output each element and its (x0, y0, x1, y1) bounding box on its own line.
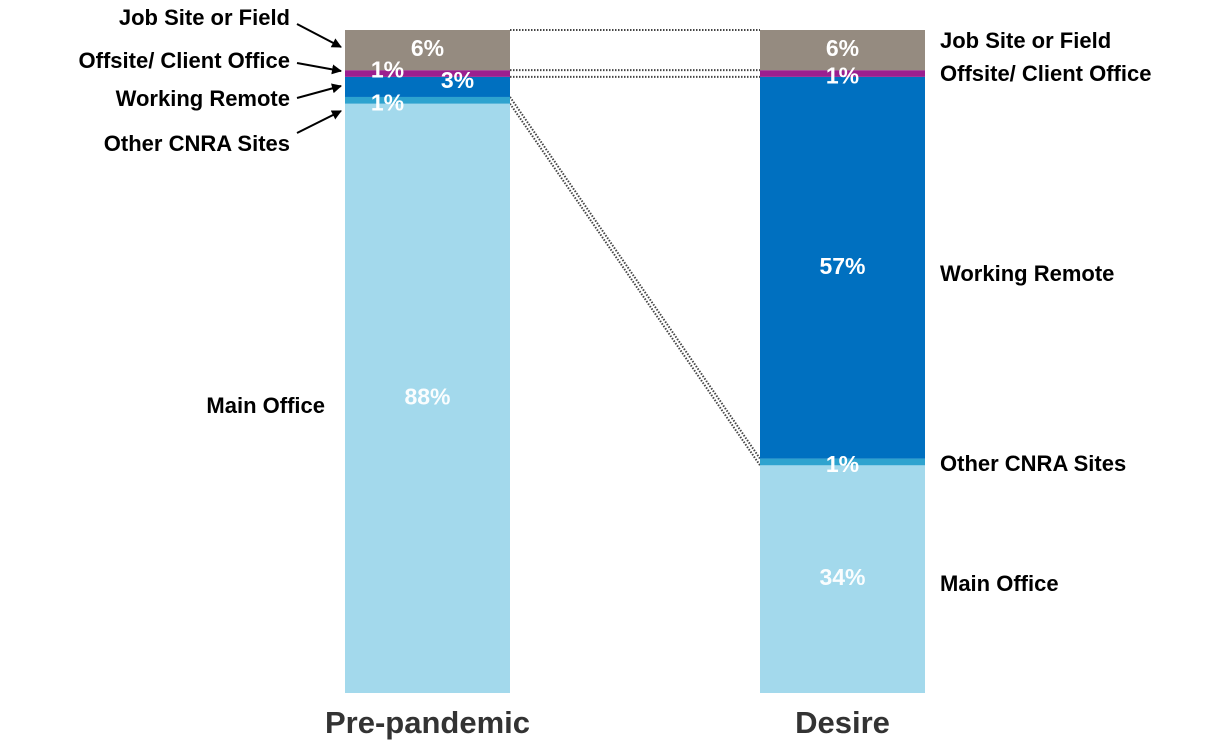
value-label: 1% (826, 63, 859, 89)
series-label: Offsite/ Client Office (79, 48, 290, 73)
bar-segment (760, 70, 925, 77)
value-label: 6% (826, 35, 859, 61)
value-label: 1% (826, 451, 859, 477)
bar-segment (345, 96, 510, 104)
series-label: Other CNRA Sites (940, 451, 1126, 476)
value-label: 88% (404, 383, 450, 409)
bar-segment (760, 76, 925, 459)
bar-segment (345, 70, 510, 77)
category-label: Pre-pandemic (325, 705, 530, 740)
bar-segment (345, 103, 510, 693)
value-label: 3% (441, 67, 474, 93)
connector (509, 103, 761, 466)
arrow (296, 23, 342, 48)
connector (509, 96, 761, 460)
series-label: Job Site or Field (940, 28, 1111, 53)
series-label: Main Office (206, 393, 325, 418)
value-label: 34% (819, 564, 865, 590)
series-label: Job Site or Field (119, 5, 290, 30)
category-label: Desire (795, 705, 890, 740)
arrow (296, 62, 342, 75)
bar-segment (345, 76, 510, 97)
arrow (296, 110, 342, 134)
series-label: Offsite/ Client Office (940, 61, 1151, 86)
series-label: Main Office (940, 571, 1059, 596)
bar-segment (345, 30, 510, 71)
value-label: 1% (371, 89, 404, 115)
value-label: 57% (819, 253, 865, 279)
value-label: 1% (371, 57, 404, 83)
arrow (296, 83, 342, 99)
series-label: Working Remote (116, 86, 290, 111)
bar-segment (760, 458, 925, 466)
bar-segment (760, 30, 925, 71)
series-label: Other CNRA Sites (104, 131, 290, 156)
series-label: Working Remote (940, 261, 1114, 286)
bar-segment (760, 465, 925, 693)
value-label: 6% (411, 35, 444, 61)
